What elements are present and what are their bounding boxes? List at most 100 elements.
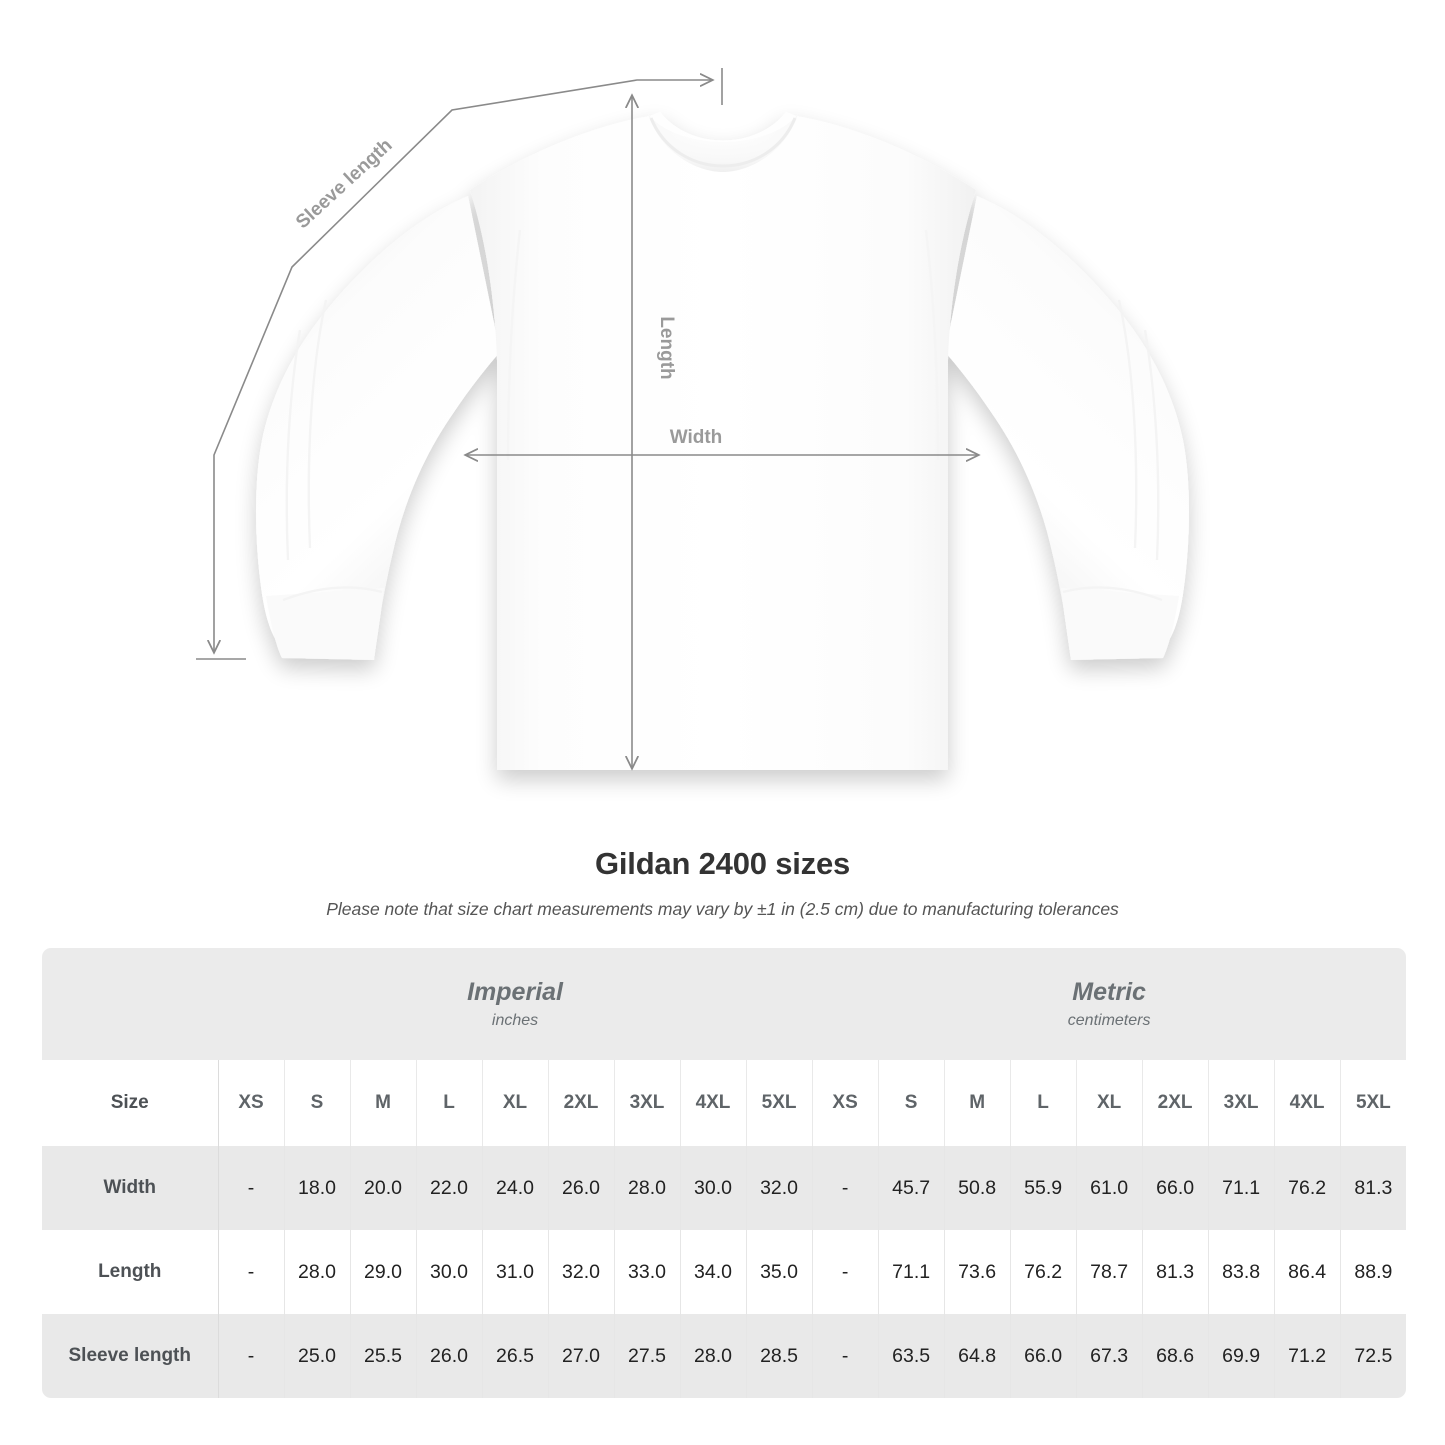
col-header-metric-3xl: 3XL (1208, 1060, 1275, 1146)
cell-sleeve-imperial-4xl: 28.0 (680, 1314, 747, 1398)
cell-sleeve-imperial-s: 25.0 (284, 1314, 351, 1398)
cell-width-metric-xl: 61.0 (1076, 1146, 1143, 1230)
col-header-imperial-s: S (284, 1060, 351, 1146)
size-header-label: Size (42, 1060, 219, 1146)
cell-width-imperial-m: 20.0 (350, 1146, 417, 1230)
cell-length-imperial-xl: 31.0 (482, 1230, 549, 1314)
cell-sleeve-metric-m: 64.8 (944, 1314, 1011, 1398)
cell-width-metric-4xl: 76.2 (1274, 1146, 1341, 1230)
table-row: Length - 28.0 29.0 30.0 31.0 32.0 33.0 3… (42, 1230, 1407, 1314)
cell-width-imperial-s: 18.0 (284, 1146, 351, 1230)
col-header-metric-2xl: 2XL (1142, 1060, 1209, 1146)
cell-width-imperial-xs: - (218, 1146, 285, 1230)
col-header-metric-l: L (1010, 1060, 1077, 1146)
cell-length-imperial-5xl: 35.0 (746, 1230, 813, 1314)
garment-diagram: Sleeve length Length Width (196, 68, 1189, 820)
cell-sleeve-metric-xs: - (812, 1314, 879, 1398)
col-header-imperial-2xl: 2XL (548, 1060, 615, 1146)
cell-length-imperial-l: 30.0 (416, 1230, 483, 1314)
cell-width-metric-s: 45.7 (878, 1146, 945, 1230)
length-label: Length (656, 316, 677, 379)
col-header-imperial-5xl: 5XL (746, 1060, 813, 1146)
cell-sleeve-metric-3xl: 69.9 (1208, 1314, 1275, 1398)
unit-banner-spacer (42, 948, 218, 1060)
cell-sleeve-imperial-xs: - (218, 1314, 285, 1398)
cell-sleeve-imperial-3xl: 27.5 (614, 1314, 681, 1398)
col-header-imperial-m: M (350, 1060, 417, 1146)
unit-group-metric-name: Metric (1072, 977, 1146, 1006)
size-header-row: Size XS S M L XL 2XL 3XL 4XL 5XL XS S M … (42, 1060, 1407, 1146)
cell-sleeve-imperial-2xl: 27.0 (548, 1314, 615, 1398)
cell-length-metric-xs: - (812, 1230, 879, 1314)
cell-length-imperial-xs: - (218, 1230, 285, 1314)
cell-length-imperial-m: 29.0 (350, 1230, 417, 1314)
cell-length-metric-m: 73.6 (944, 1230, 1011, 1314)
cell-width-metric-m: 50.8 (944, 1146, 1011, 1230)
cell-sleeve-metric-5xl: 72.5 (1340, 1314, 1407, 1398)
cell-length-imperial-s: 28.0 (284, 1230, 351, 1314)
cell-width-metric-5xl: 81.3 (1340, 1146, 1407, 1230)
row-label-sleeve-length: Sleeve length (42, 1314, 219, 1398)
cell-width-metric-2xl: 66.0 (1142, 1146, 1209, 1230)
col-header-imperial-l: L (416, 1060, 483, 1146)
cell-width-metric-xs: - (812, 1146, 879, 1230)
cell-sleeve-imperial-l: 26.0 (416, 1314, 483, 1398)
cell-width-metric-l: 55.9 (1010, 1146, 1077, 1230)
shirt-illustration (256, 112, 1189, 770)
size-table: Imperial inches Metric centimeters Size … (42, 948, 1407, 1398)
col-header-imperial-4xl: 4XL (680, 1060, 747, 1146)
unit-banner-row: Imperial inches Metric centimeters (42, 948, 1407, 1060)
cell-sleeve-metric-2xl: 68.6 (1142, 1314, 1209, 1398)
cell-width-imperial-2xl: 26.0 (548, 1146, 615, 1230)
cell-sleeve-metric-s: 63.5 (878, 1314, 945, 1398)
cell-width-imperial-5xl: 32.0 (746, 1146, 813, 1230)
width-label: Width (670, 427, 723, 448)
table-row: Width - 18.0 20.0 22.0 24.0 26.0 28.0 30… (42, 1146, 1407, 1230)
cell-length-metric-5xl: 88.9 (1340, 1230, 1407, 1314)
col-header-metric-m: M (944, 1060, 1011, 1146)
cell-width-imperial-4xl: 30.0 (680, 1146, 747, 1230)
cell-length-metric-3xl: 83.8 (1208, 1230, 1275, 1314)
unit-group-metric: Metric centimeters (812, 948, 1407, 1060)
row-label-length: Length (42, 1230, 219, 1314)
unit-group-imperial-name: Imperial (467, 977, 563, 1006)
table-row: Sleeve length - 25.0 25.5 26.0 26.5 27.0… (42, 1314, 1407, 1398)
cell-width-metric-3xl: 71.1 (1208, 1146, 1275, 1230)
page-subtitle: Please note that size chart measurements… (326, 898, 1119, 919)
cell-length-imperial-2xl: 32.0 (548, 1230, 615, 1314)
cell-sleeve-metric-xl: 67.3 (1076, 1314, 1143, 1398)
cell-length-metric-2xl: 81.3 (1142, 1230, 1209, 1314)
col-header-metric-4xl: 4XL (1274, 1060, 1341, 1146)
cell-sleeve-imperial-m: 25.5 (350, 1314, 417, 1398)
sleeve-length-line (214, 80, 712, 652)
col-header-metric-xs: XS (812, 1060, 879, 1146)
cell-sleeve-imperial-5xl: 28.5 (746, 1314, 813, 1398)
col-header-imperial-xl: XL (482, 1060, 549, 1146)
col-header-metric-5xl: 5XL (1340, 1060, 1407, 1146)
unit-group-metric-sub: centimeters (1067, 1012, 1151, 1030)
col-header-metric-s: S (878, 1060, 945, 1146)
title-block: Gildan 2400 sizes Please note that size … (0, 845, 1445, 921)
col-header-imperial-3xl: 3XL (614, 1060, 681, 1146)
cell-length-metric-l: 76.2 (1010, 1230, 1077, 1314)
cell-length-metric-4xl: 86.4 (1274, 1230, 1341, 1314)
sleeve-length-label: Sleeve length (292, 135, 397, 233)
col-header-imperial-xs: XS (218, 1060, 285, 1146)
cell-width-imperial-l: 22.0 (416, 1146, 483, 1230)
cell-width-imperial-3xl: 28.0 (614, 1146, 681, 1230)
cell-length-imperial-4xl: 34.0 (680, 1230, 747, 1314)
size-table-wrap: Imperial inches Metric centimeters Size … (42, 948, 1407, 1398)
cell-width-imperial-xl: 24.0 (482, 1146, 549, 1230)
measurement-annotations (196, 68, 978, 768)
page-title: Gildan 2400 sizes (594, 846, 851, 881)
unit-group-imperial: Imperial inches (218, 948, 813, 1060)
cell-length-metric-xl: 78.7 (1076, 1230, 1143, 1314)
cell-sleeve-metric-l: 66.0 (1010, 1314, 1077, 1398)
unit-group-imperial-sub: inches (491, 1012, 539, 1030)
col-header-metric-xl: XL (1076, 1060, 1143, 1146)
cell-sleeve-imperial-xl: 26.5 (482, 1314, 549, 1398)
cell-length-imperial-3xl: 33.0 (614, 1230, 681, 1314)
cell-length-metric-s: 71.1 (878, 1230, 945, 1314)
cell-sleeve-metric-4xl: 71.2 (1274, 1314, 1341, 1398)
